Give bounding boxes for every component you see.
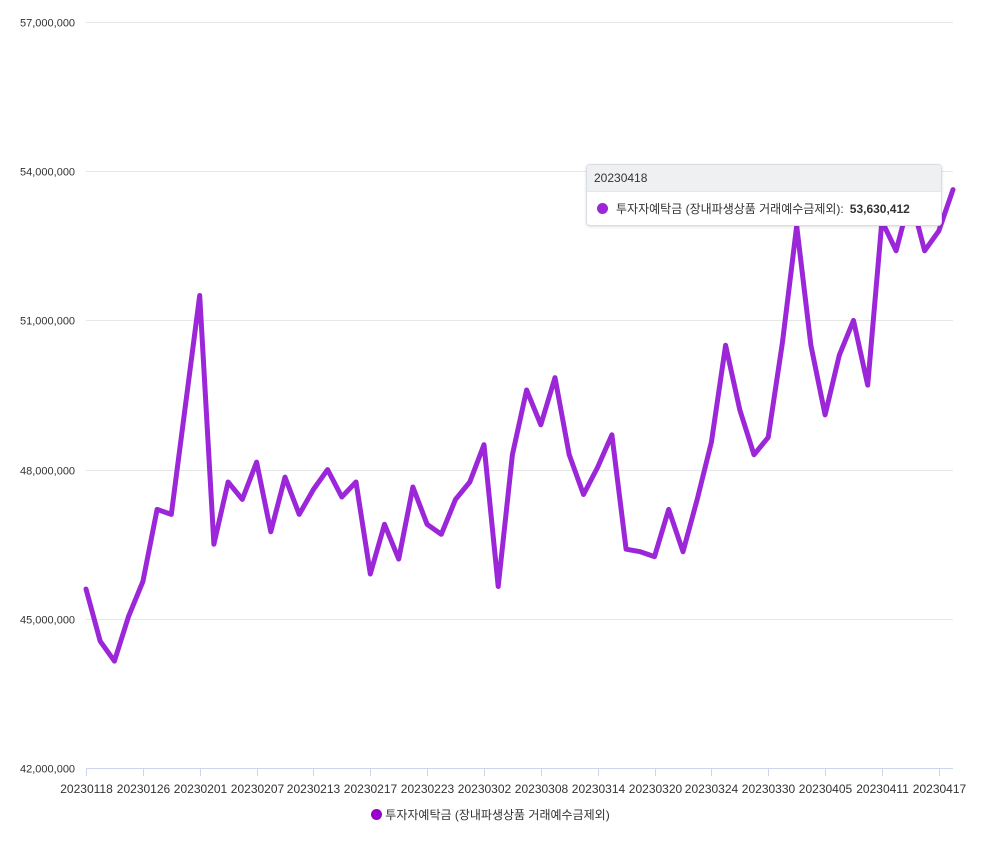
tooltip: 20230418 투자자예탁금 (장내파생상품 거래예수금제외): 53,630,…: [586, 164, 942, 226]
series-line[interactable]: [83, 187, 956, 664]
data-point[interactable]: [382, 522, 387, 527]
x-tick-label: 20230223: [401, 782, 455, 796]
data-point[interactable]: [396, 557, 401, 562]
tooltip-row: 투자자예탁금 (장내파생상품 거래예수금제외): 53,630,412: [587, 192, 941, 226]
data-point[interactable]: [951, 187, 956, 192]
data-point[interactable]: [325, 467, 330, 472]
x-tick-label: 20230417: [913, 782, 967, 796]
data-point[interactable]: [737, 407, 742, 412]
y-tick-label: 51,000,000: [20, 316, 75, 328]
y-tick-label: 54,000,000: [20, 167, 75, 179]
y-tick-label: 48,000,000: [20, 466, 75, 478]
legend[interactable]: 투자자예탁금 (장내파생상품 거래예수금제외): [0, 806, 981, 823]
data-point[interactable]: [354, 480, 359, 485]
data-point[interactable]: [666, 507, 671, 512]
x-tick-label: 20230126: [117, 782, 171, 796]
data-point[interactable]: [467, 480, 472, 485]
data-point[interactable]: [865, 383, 870, 388]
data-point[interactable]: [752, 452, 757, 457]
data-point[interactable]: [936, 228, 941, 233]
x-tick-label: 20230405: [799, 782, 853, 796]
data-point[interactable]: [681, 549, 686, 554]
data-point[interactable]: [84, 587, 89, 592]
y-axis: 42,000,000 45,000,000 48,000,000 51,000,000…: [20, 18, 75, 776]
data-point[interactable]: [169, 512, 174, 517]
data-point[interactable]: [823, 412, 828, 417]
tooltip-value: 53,630,412: [849, 202, 910, 216]
data-point[interactable]: [851, 318, 856, 323]
x-axis: 20230118 20230126 20230201 20230207 20230213…: [60, 768, 967, 796]
data-point[interactable]: [368, 572, 373, 577]
data-point[interactable]: [311, 487, 316, 492]
x-tick-label: 20230118: [60, 782, 113, 796]
data-point[interactable]: [410, 485, 415, 490]
data-point[interactable]: [808, 343, 813, 348]
x-tick-label: 20230320: [629, 782, 683, 796]
data-point[interactable]: [609, 432, 614, 437]
data-point[interactable]: [709, 440, 714, 445]
x-tick-label: 20230308: [515, 782, 569, 796]
y-tick-label: 45,000,000: [20, 615, 75, 627]
data-point[interactable]: [652, 554, 657, 559]
data-point[interactable]: [922, 248, 927, 253]
data-point[interactable]: [837, 353, 842, 358]
series-layer: [83, 187, 956, 664]
data-point[interactable]: [140, 579, 145, 584]
data-point[interactable]: [581, 492, 586, 497]
y-tick-label: 42,000,000: [20, 764, 75, 776]
tooltip-series-label: 투자자예탁금 (장내파생상품 거래예수금제외):: [616, 202, 844, 216]
data-point[interactable]: [482, 442, 487, 447]
x-tick-label: 20230201: [174, 782, 228, 796]
x-tick-label: 20230411: [856, 782, 909, 796]
data-point[interactable]: [723, 343, 728, 348]
data-point[interactable]: [183, 402, 188, 407]
data-point[interactable]: [638, 549, 643, 554]
tooltip-date: 20230418: [587, 165, 941, 192]
data-point[interactable]: [595, 465, 600, 470]
data-point[interactable]: [297, 512, 302, 517]
data-point[interactable]: [197, 293, 202, 298]
x-tick-label: 20230302: [458, 782, 512, 796]
data-point[interactable]: [240, 497, 245, 502]
x-tick-label: 20230207: [231, 782, 285, 796]
legend-dot-icon: [371, 809, 383, 820]
data-point[interactable]: [226, 480, 231, 485]
x-tick-label: 20230213: [287, 782, 341, 796]
x-tick-label: 20230324: [685, 782, 739, 796]
data-point[interactable]: [254, 460, 259, 465]
data-point[interactable]: [425, 522, 430, 527]
data-point[interactable]: [510, 452, 515, 457]
data-point[interactable]: [553, 375, 558, 380]
x-tick-label: 20230314: [572, 782, 626, 796]
data-point[interactable]: [339, 495, 344, 500]
data-point[interactable]: [126, 614, 131, 619]
legend-label[interactable]: 투자자예탁금 (장내파생상품 거래예수금제외): [385, 808, 610, 822]
y-tick-label: 57,000,000: [20, 18, 75, 30]
data-point[interactable]: [538, 422, 543, 427]
data-point[interactable]: [155, 507, 160, 512]
data-point[interactable]: [453, 497, 458, 502]
x-tick-label: 20230330: [742, 782, 796, 796]
data-point[interactable]: [98, 639, 103, 644]
data-point[interactable]: [894, 248, 899, 253]
data-point[interactable]: [283, 475, 288, 480]
data-point[interactable]: [766, 435, 771, 440]
tooltip-series-dot-icon: [597, 203, 608, 214]
data-point[interactable]: [496, 584, 501, 589]
x-tick-label: 20230217: [344, 782, 398, 796]
data-point[interactable]: [211, 542, 216, 547]
data-point[interactable]: [695, 497, 700, 502]
data-point[interactable]: [780, 340, 785, 345]
data-point[interactable]: [624, 547, 629, 552]
data-point[interactable]: [439, 532, 444, 537]
data-point[interactable]: [268, 529, 273, 534]
data-point[interactable]: [567, 452, 572, 457]
data-point[interactable]: [112, 659, 117, 664]
data-point[interactable]: [524, 388, 529, 393]
